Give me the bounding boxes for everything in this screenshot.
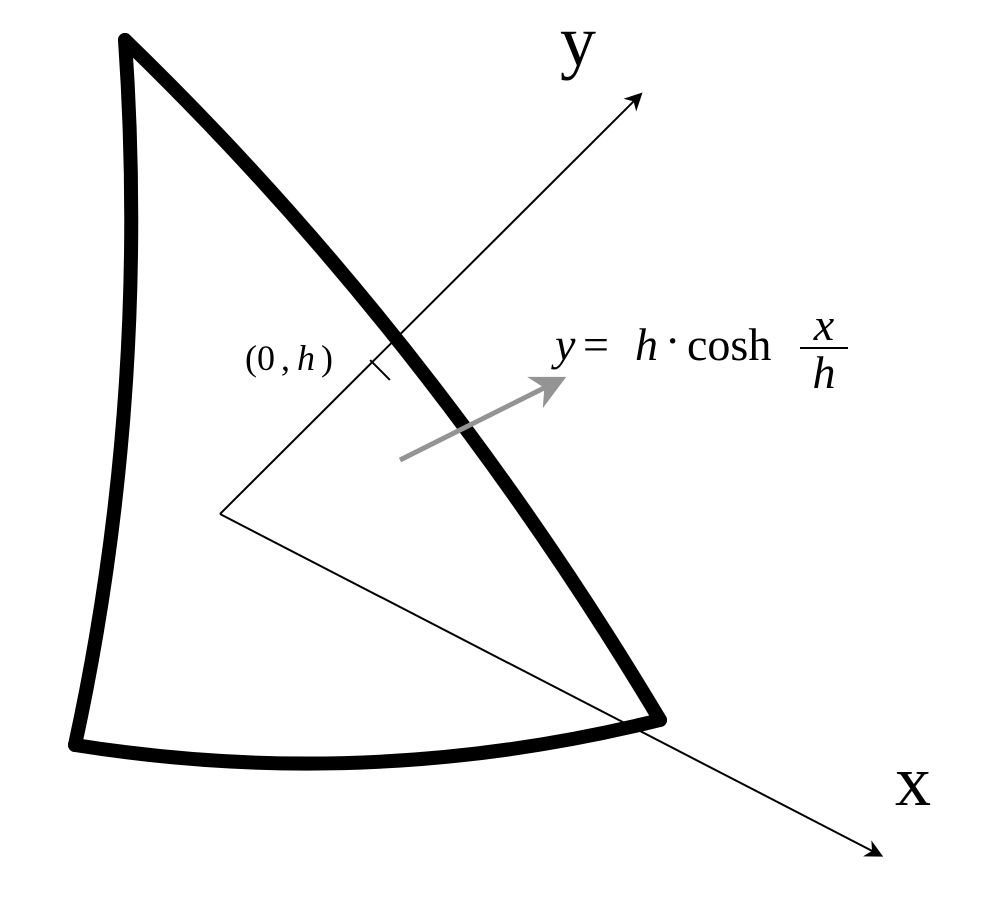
svg-text:x: x	[813, 299, 835, 350]
svg-text:h: h	[635, 319, 658, 370]
triangle-hypotenuse	[125, 40, 660, 720]
triangle-left-side	[75, 40, 131, 745]
svg-text:h: h	[297, 338, 315, 378]
y-axis	[220, 95, 640, 514]
svg-text:(0: (0	[245, 338, 275, 378]
svg-text:h: h	[813, 347, 836, 398]
svg-text:,: ,	[281, 338, 290, 378]
svg-text:): )	[321, 338, 333, 378]
vertex-tick	[370, 360, 390, 380]
y-axis-label: y	[560, 1, 596, 81]
x-axis-label: x	[895, 741, 931, 821]
svg-text:·: ·	[665, 315, 680, 366]
svg-text:cosh: cosh	[687, 319, 771, 370]
catenary-triangle	[75, 40, 660, 764]
diagram-canvas: y x (0 , h ) y = h · cosh x h	[0, 0, 1000, 898]
svg-text:y: y	[551, 319, 576, 370]
x-axis	[220, 514, 880, 855]
svg-text:=: =	[583, 319, 609, 370]
catenary-formula: y = h · cosh x h	[551, 299, 848, 398]
point-label: (0 , h )	[245, 338, 333, 378]
triangle-bottom-side	[75, 720, 660, 764]
